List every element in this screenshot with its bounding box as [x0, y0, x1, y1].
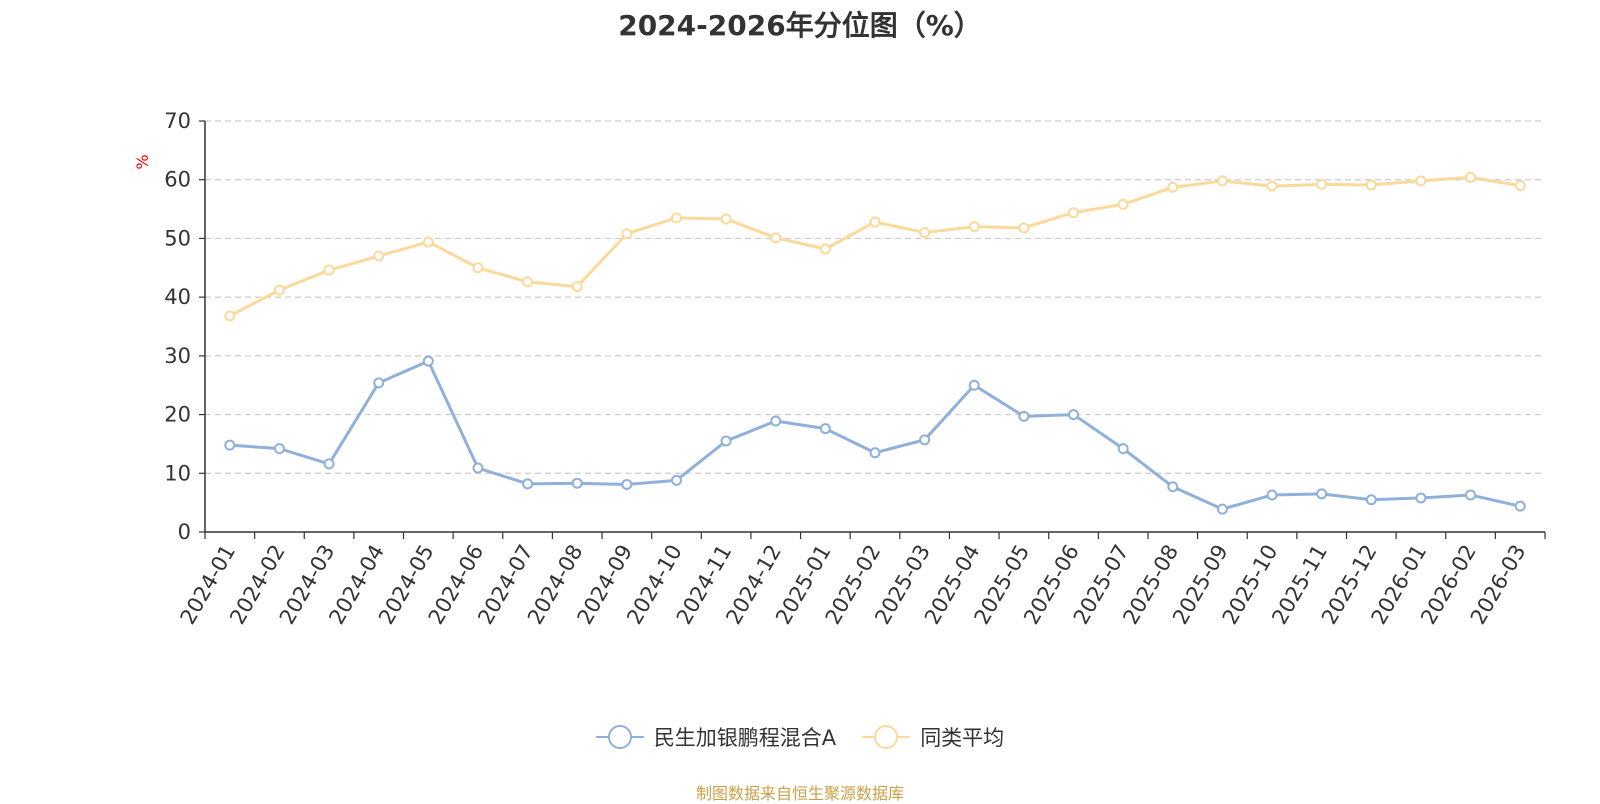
- data-point-0: [224, 439, 236, 451]
- legend-marker-fund: [595, 724, 644, 750]
- data-point-0: [273, 443, 285, 455]
- data-point-1: [522, 276, 534, 288]
- data-point-1: [670, 212, 682, 224]
- y-axis-label: %: [133, 154, 152, 169]
- data-point-0: [1117, 443, 1129, 455]
- y-tick-label: 0: [178, 520, 191, 544]
- data-point-0: [422, 355, 434, 367]
- data-point-0: [1316, 488, 1328, 500]
- data-point-1: [1216, 175, 1228, 187]
- data-point-0: [770, 415, 782, 427]
- data-point-0: [869, 447, 881, 459]
- data-point-0: [968, 379, 980, 391]
- legend-label-average: 同类平均: [920, 726, 1005, 750]
- chart-title: 2024-2026年分位图（%）: [618, 9, 982, 42]
- data-point-0: [1167, 481, 1179, 493]
- data-point-1: [1266, 180, 1278, 192]
- data-point-0: [720, 435, 732, 447]
- data-point-0: [522, 478, 534, 490]
- series-line-1: [229, 175, 1521, 318]
- data-point-0: [1068, 409, 1080, 421]
- data-point-1: [1018, 222, 1030, 234]
- data-point-1: [968, 221, 980, 233]
- data-point-0: [1266, 489, 1278, 501]
- data-point-1: [1415, 175, 1427, 187]
- data-point-1: [1514, 180, 1526, 192]
- data-point-1: [224, 310, 236, 322]
- data-point-0: [1465, 489, 1477, 501]
- data-point-0: [373, 377, 385, 389]
- legend-marker-average: [862, 724, 911, 750]
- y-tick-label: 60: [164, 168, 191, 192]
- data-point-1: [919, 227, 931, 239]
- data-point-0: [670, 474, 682, 486]
- data-point-0: [919, 434, 931, 446]
- data-point-0: [1514, 500, 1526, 512]
- legend: 民生加银鹏程混合A 同类平均: [0, 722, 1600, 752]
- y-tick-label: 30: [164, 344, 191, 368]
- data-point-1: [273, 284, 285, 296]
- legend-item-fund[interactable]: 民生加银鹏程混合A: [595, 722, 837, 752]
- legend-label-fund: 民生加银鹏程混合A: [653, 726, 837, 750]
- data-point-0: [621, 478, 633, 490]
- data-point-1: [770, 232, 782, 244]
- data-point-1: [1365, 179, 1377, 191]
- data-point-1: [1167, 181, 1179, 193]
- data-point-1: [621, 228, 633, 240]
- data-point-0: [1415, 492, 1427, 504]
- data-point-0: [819, 423, 831, 435]
- data-point-0: [1216, 503, 1228, 515]
- data-point-0: [571, 477, 583, 489]
- data-point-1: [819, 243, 831, 255]
- data-point-1: [373, 250, 385, 262]
- data-point-1: [472, 262, 484, 274]
- data-point-1: [1068, 207, 1080, 219]
- data-point-1: [323, 264, 335, 276]
- series-line-0: [229, 359, 1521, 511]
- data-point-0: [472, 462, 484, 474]
- data-point-1: [571, 281, 583, 293]
- data-point-1: [1117, 198, 1129, 210]
- source-note: 制图数据来自恒生聚源数据库: [695, 784, 904, 803]
- data-point-1: [422, 236, 434, 248]
- y-tick-label: 20: [164, 403, 191, 427]
- data-point-0: [323, 458, 335, 470]
- y-tick-label: 70: [164, 109, 191, 133]
- y-tick-label: 40: [164, 285, 191, 309]
- data-point-1: [720, 213, 732, 225]
- data-point-0: [1018, 410, 1030, 422]
- y-tick-label: 10: [164, 461, 191, 485]
- data-point-1: [1316, 178, 1328, 190]
- data-point-0: [1365, 494, 1377, 506]
- data-point-1: [869, 216, 881, 228]
- data-point-1: [1465, 171, 1477, 183]
- y-tick-label: 50: [164, 226, 191, 250]
- legend-item-average[interactable]: 同类平均: [862, 722, 1004, 752]
